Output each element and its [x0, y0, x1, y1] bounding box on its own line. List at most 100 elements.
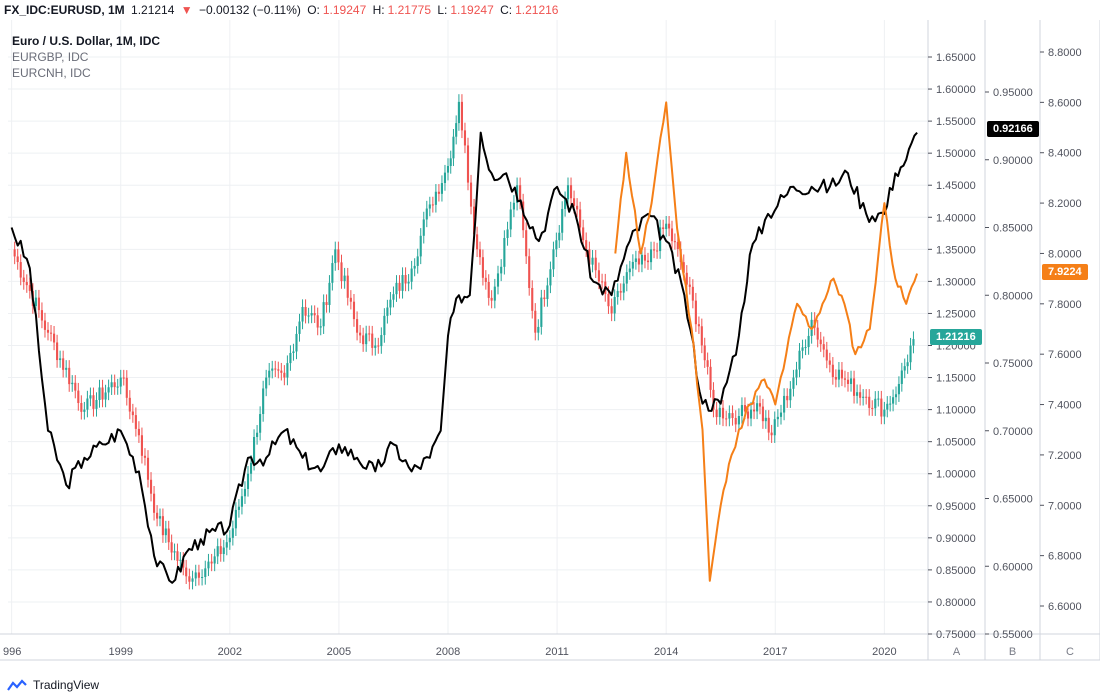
candle-body: [519, 185, 522, 202]
candle-body: [543, 297, 546, 300]
time-tick-label: 996: [3, 646, 21, 658]
symbol-label[interactable]: FX_IDC:EURUSD, 1M: [4, 3, 125, 17]
candle-body: [216, 546, 219, 557]
candle-body: [343, 275, 346, 282]
tradingview-logo[interactable]: TradingView: [6, 678, 99, 692]
candle-body: [894, 394, 898, 398]
candle-body: [903, 366, 906, 371]
candle-body: [440, 183, 443, 194]
candle-body: [743, 405, 747, 412]
candle-body: [219, 546, 222, 555]
candle-body: [149, 479, 153, 494]
candle-body: [691, 286, 694, 301]
candle-body: [185, 567, 188, 577]
candle-body: [509, 209, 512, 230]
legend-eurusd[interactable]: Euro / U.S. Dollar, 1M, IDC: [12, 34, 161, 48]
eurcnh-line: [614, 101, 919, 582]
candle-body: [434, 191, 437, 205]
candle-body: [65, 367, 68, 370]
candle-body: [310, 313, 313, 316]
candle-body: [795, 369, 798, 378]
candle-body: [564, 199, 567, 209]
candle-body: [601, 281, 604, 283]
price-tick-label: 6.8000: [1048, 551, 1082, 563]
candle-body: [228, 537, 231, 543]
candle-body: [46, 329, 50, 333]
candle-body: [392, 294, 395, 300]
price-tick-label: 1.40000: [936, 212, 976, 224]
time-tick-label: 2017: [763, 646, 787, 658]
price-tick-label: 1.65000: [936, 52, 976, 64]
candle-body: [452, 136, 455, 159]
candle-body: [566, 185, 570, 200]
candle-body: [107, 387, 110, 393]
candle-body: [631, 261, 634, 269]
candle-body: [110, 382, 113, 388]
price-tick-label: 0.90000: [936, 533, 976, 545]
candle-body: [188, 576, 191, 582]
candle-body: [122, 377, 125, 379]
candle-body: [137, 428, 140, 436]
candle-body: [395, 282, 398, 295]
price-tick-label: 1.55000: [936, 116, 976, 128]
candle-body: [703, 345, 706, 361]
candle-body: [231, 528, 234, 538]
high-label: H:: [372, 3, 385, 17]
candle-body: [569, 185, 573, 199]
candle-body: [259, 414, 262, 433]
candle-body: [834, 377, 837, 380]
price-tick-label: 0.75000: [993, 358, 1033, 370]
candle-body: [643, 254, 647, 261]
candle-body: [865, 396, 868, 398]
candle-body: [637, 258, 640, 265]
price-tick-label: 8.4000: [1048, 148, 1082, 160]
candle-body: [628, 268, 631, 273]
candle-body: [89, 395, 92, 399]
price-tick-label: 1.50000: [936, 148, 976, 160]
candle-body: [700, 326, 703, 346]
candle-body: [34, 297, 37, 307]
candle-body: [706, 360, 709, 367]
price-tick-label: 0.55000: [993, 629, 1033, 641]
legend-eurcnh[interactable]: EURCNH, IDC: [12, 66, 91, 80]
candle-body: [487, 281, 490, 298]
candle-body: [249, 462, 253, 474]
candle-body: [862, 396, 865, 398]
candle-body: [761, 406, 764, 422]
candle-body: [734, 417, 737, 425]
candle-body: [207, 561, 210, 569]
candle-body: [753, 409, 756, 412]
candle-body: [767, 417, 770, 433]
candle-body: [240, 496, 243, 507]
candle-body: [880, 398, 883, 417]
price-tick-label: 0.85000: [936, 565, 976, 577]
time-tick-label: 2011: [545, 646, 569, 658]
candle-body: [503, 237, 506, 267]
candle-body: [191, 578, 194, 582]
candle-body: [469, 182, 473, 207]
time-tick-label: 2002: [218, 646, 242, 658]
candle-body: [653, 249, 656, 251]
candle-body: [697, 324, 700, 327]
candle-body: [552, 249, 555, 270]
candle-body: [449, 158, 452, 166]
candle-body: [271, 368, 274, 371]
candle-body: [457, 101, 460, 124]
legend-eurgbp[interactable]: EURGBP, IDC: [12, 50, 89, 64]
candle-body: [622, 283, 625, 293]
candle-body: [116, 386, 119, 388]
candle-body: [225, 542, 228, 548]
candle-body: [25, 282, 28, 286]
candle-body: [665, 223, 668, 230]
candle-body: [558, 232, 561, 241]
candle-body: [253, 436, 256, 463]
price-tick-label: 1.60000: [936, 84, 976, 96]
candle-body: [625, 272, 628, 284]
candle-body: [80, 403, 83, 412]
candle-body: [119, 377, 122, 387]
candle-body: [304, 307, 307, 316]
candle-body: [640, 254, 643, 265]
candle-body: [758, 403, 762, 407]
candle-body: [798, 350, 801, 370]
price-tick-label: 8.6000: [1048, 97, 1082, 109]
